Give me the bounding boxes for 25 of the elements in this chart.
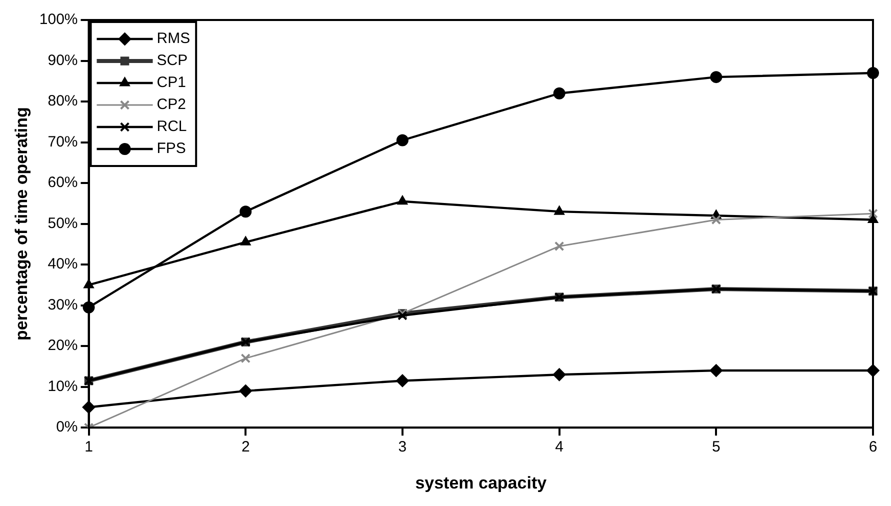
y-tick-label: 30% xyxy=(48,296,78,314)
y-tick-label: 20% xyxy=(48,337,78,354)
legend-label: RCL xyxy=(156,118,187,136)
x-tick-label: 3 xyxy=(398,438,407,456)
y-tick-label: 0% xyxy=(56,418,78,436)
y-tick-label: 60% xyxy=(48,174,78,192)
y-tick-label: 90% xyxy=(48,52,78,69)
y-tick-label: 100% xyxy=(39,11,78,28)
x-tick-label: 2 xyxy=(241,438,250,456)
x-tick-label: 6 xyxy=(868,438,878,456)
legend-label: CP2 xyxy=(156,96,186,114)
legend-label: RMS xyxy=(156,30,190,48)
x-tick-label: 1 xyxy=(84,438,93,456)
x-tick-label: 5 xyxy=(712,438,720,456)
y-tick-label: 70% xyxy=(48,133,78,150)
x-axis-title: system capacity xyxy=(415,473,548,492)
y-tick-label: 80% xyxy=(48,92,78,110)
legend-label: FPS xyxy=(156,140,186,158)
y-axis-title: percentage of time operating xyxy=(12,107,31,340)
y-tick-label: 40% xyxy=(48,256,78,273)
x-tick-label: 4 xyxy=(555,438,564,456)
legend-label: CP1 xyxy=(156,74,186,92)
y-tick-label: 50% xyxy=(48,214,78,232)
y-tick-label: 10% xyxy=(48,378,78,395)
legend-label: SCP xyxy=(156,52,188,70)
